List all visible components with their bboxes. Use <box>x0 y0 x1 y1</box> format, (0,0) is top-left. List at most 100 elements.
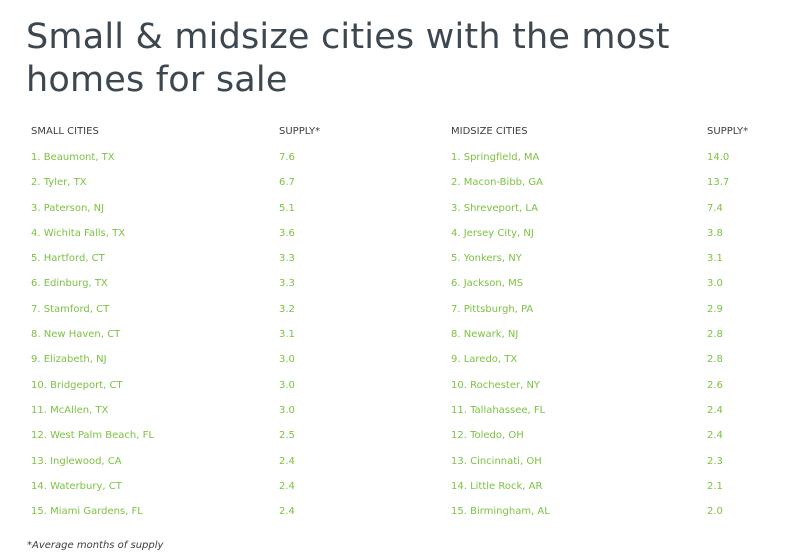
city-name: 7. Pittsburgh, PA <box>451 303 534 315</box>
table-row: 6. Edinburg, TX 3.3 <box>31 269 361 294</box>
table-row: 8. New Haven, CT 3.1 <box>31 320 361 345</box>
table-row: 6. Jackson, MS 3.0 <box>451 269 781 294</box>
midsize-cities-table: MIDSIZE CITIES SUPPLY* 1. Springfield, M… <box>451 121 781 522</box>
page-title: Small & midsize cities with the most hom… <box>26 17 670 100</box>
supply-value: 3.1 <box>279 329 295 341</box>
table-header: SMALL CITIES SUPPLY* <box>31 121 361 143</box>
table-row: 14. Little Rock, AR 2.1 <box>451 472 781 497</box>
table-row: 9. Laredo, TX 2.8 <box>451 345 781 370</box>
supply-value: 2.4 <box>279 455 295 467</box>
table-row: 11. McAllen, TX 3.0 <box>31 396 361 421</box>
table-header: MIDSIZE CITIES SUPPLY* <box>451 121 781 143</box>
table-row: 1. Springfield, MA 14.0 <box>451 143 781 168</box>
supply-value: 2.4 <box>707 430 723 442</box>
city-name: 7. Stamford, CT <box>31 303 110 315</box>
table-row: 13. Inglewood, CA 2.4 <box>31 447 361 472</box>
table-row: 2. Macon-Bibb, GA 13.7 <box>451 168 781 193</box>
table-row: 8. Newark, NJ 2.8 <box>451 320 781 345</box>
table-row: 4. Wichita Falls, TX 3.6 <box>31 219 361 244</box>
city-name: 11. McAllen, TX <box>31 404 109 416</box>
table-row: 5. Yonkers, NY 3.1 <box>451 244 781 269</box>
city-name: 1. Beaumont, TX <box>31 152 115 163</box>
table-row: 7. Pittsburgh, PA 2.9 <box>451 295 781 320</box>
city-name: 10. Rochester, NY <box>451 379 541 391</box>
supply-value: 2.1 <box>707 480 723 492</box>
city-name: 12. West Palm Beach, FL <box>31 430 154 442</box>
supply-value: 2.8 <box>707 329 723 341</box>
supply-value: 2.5 <box>279 430 295 442</box>
supply-value: 2.6 <box>707 379 723 391</box>
table-row: 14. Waterbury, CT 2.4 <box>31 472 361 497</box>
supply-value: 7.4 <box>707 202 723 214</box>
supply-value: 6.7 <box>279 177 295 189</box>
table-row: 7. Stamford, CT 3.2 <box>31 295 361 320</box>
supply-value: 2.4 <box>279 506 295 518</box>
supply-value: 3.0 <box>279 379 295 391</box>
city-name: 14. Little Rock, AR <box>451 480 543 492</box>
supply-value: 3.6 <box>279 227 295 239</box>
city-name: 6. Edinburg, TX <box>31 278 108 290</box>
supply-value: 3.3 <box>279 278 295 290</box>
city-name: 3. Shreveport, LA <box>451 202 539 214</box>
table-row: 5. Hartford, CT 3.3 <box>31 244 361 269</box>
city-name: 10. Bridgeport, CT <box>31 379 123 391</box>
column-header-city: MIDSIZE CITIES <box>451 126 528 137</box>
supply-value: 7.6 <box>279 152 295 163</box>
table-row: 12. Toledo, OH 2.4 <box>451 421 781 446</box>
supply-value: 3.8 <box>707 227 723 239</box>
supply-value: 3.3 <box>279 253 295 265</box>
table-row: 11. Tallahassee, FL 2.4 <box>451 396 781 421</box>
table-row: 2. Tyler, TX 6.7 <box>31 168 361 193</box>
supply-value: 2.8 <box>707 354 723 366</box>
city-name: 9. Laredo, TX <box>451 354 518 366</box>
column-header-supply: SUPPLY* <box>279 126 321 137</box>
supply-value: 2.9 <box>707 303 723 315</box>
table-row: 10. Rochester, NY 2.6 <box>451 371 781 396</box>
supply-value: 5.1 <box>279 202 295 214</box>
city-name: 13. Cincinnati, OH <box>451 455 542 467</box>
supply-value: 2.4 <box>279 480 295 492</box>
supply-value: 2.4 <box>707 404 723 416</box>
table-row: 12. West Palm Beach, FL 2.5 <box>31 421 361 446</box>
supply-value: 2.3 <box>707 455 723 467</box>
supply-value: 3.0 <box>279 354 295 366</box>
table-row: 15. Miami Gardens, FL 2.4 <box>31 497 361 522</box>
table-row: 13. Cincinnati, OH 2.3 <box>451 447 781 472</box>
city-name: 12. Toledo, OH <box>451 430 524 442</box>
city-name: 15. Birmingham, AL <box>451 506 550 518</box>
city-name: 8. New Haven, CT <box>31 329 121 341</box>
supply-value: 3.1 <box>707 253 723 265</box>
city-name: 9. Elizabeth, NJ <box>31 354 107 366</box>
footnote: *Average months of supply <box>27 540 164 551</box>
city-name: 2. Macon-Bibb, GA <box>451 177 543 189</box>
supply-value: 2.0 <box>707 506 723 518</box>
column-header-supply: SUPPLY* <box>707 126 749 137</box>
table-row: 9. Elizabeth, NJ 3.0 <box>31 345 361 370</box>
city-name: 4. Wichita Falls, TX <box>31 227 126 239</box>
city-name: 1. Springfield, MA <box>451 152 540 163</box>
supply-value: 3.0 <box>279 404 295 416</box>
supply-value: 13.7 <box>707 177 730 189</box>
table-body: 1. Springfield, MA 14.0 2. Macon-Bibb, GA 1… <box>451 143 781 522</box>
city-name: 5. Hartford, CT <box>31 253 105 265</box>
small-cities-table: SMALL CITIES SUPPLY* 1. Beaumont, TX 7.6 2… <box>31 121 361 522</box>
city-name: 5. Yonkers, NY <box>451 253 522 265</box>
table-body: 1. Beaumont, TX 7.6 2. Tyler, TX 6.7 3. Pate… <box>31 143 361 522</box>
table-row: 3. Paterson, NJ 5.1 <box>31 194 361 219</box>
city-name: 15. Miami Gardens, FL <box>31 506 143 518</box>
table-row: 4. Jersey City, NJ 3.8 <box>451 219 781 244</box>
city-name: 11. Tallahassee, FL <box>451 404 546 416</box>
table-row: 15. Birmingham, AL 2.0 <box>451 497 781 522</box>
city-name: 3. Paterson, NJ <box>31 202 105 214</box>
column-header-city: SMALL CITIES <box>31 126 99 137</box>
city-name: 14. Waterbury, CT <box>31 480 122 492</box>
table-row: 3. Shreveport, LA 7.4 <box>451 194 781 219</box>
city-name: 4. Jersey City, NJ <box>451 227 534 239</box>
city-name: 6. Jackson, MS <box>451 278 524 290</box>
table-row: 1. Beaumont, TX 7.6 <box>31 143 361 168</box>
table-row: 10. Bridgeport, CT 3.0 <box>31 371 361 396</box>
city-name: 2. Tyler, TX <box>31 177 87 189</box>
supply-value: 3.0 <box>707 278 723 290</box>
city-name: 8. Newark, NJ <box>451 329 519 341</box>
supply-value: 14.0 <box>707 152 730 163</box>
